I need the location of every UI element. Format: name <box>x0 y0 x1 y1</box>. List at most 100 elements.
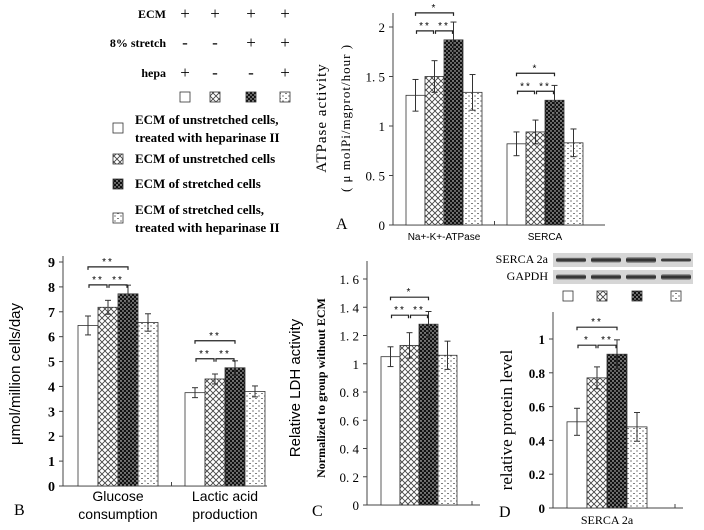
y-tick-label: 0. 4 <box>340 442 360 457</box>
legend-row-value: - <box>212 33 218 52</box>
legend-swatch-white <box>112 122 124 134</box>
y-tick-label: 1 <box>379 119 386 134</box>
x-category-label: consumption <box>78 506 157 522</box>
significance-bracket <box>195 358 215 362</box>
legend-row-value: + <box>280 63 290 82</box>
charts: 0 0. 5 1 1. 5 2 ATPase activity ( μ molPi/mgpr… <box>7 3 683 527</box>
bar-white <box>77 325 99 487</box>
y-tick-label: 1 <box>48 455 55 470</box>
blot-strip <box>553 270 693 284</box>
blot-band <box>661 258 691 262</box>
y-tick-label: 6 <box>48 331 55 346</box>
y-tick-label: 0. 2 <box>340 470 360 485</box>
significance-label: * <box>584 335 590 346</box>
y-tick-label: 2 <box>48 430 55 445</box>
significance-label: ** <box>591 317 603 328</box>
panel-label: B <box>14 502 25 519</box>
legend-swatch-white <box>562 290 574 302</box>
y-axis-label: ATPase activity <box>314 63 330 173</box>
western-blot: SERCA 2a GAPDH <box>496 252 693 302</box>
y-tick-label: 0.2 <box>529 467 545 482</box>
y-axis-label: Relative LDH activity <box>287 318 304 457</box>
bar-white <box>380 356 401 506</box>
significance-label: ** <box>601 335 613 346</box>
chart-panel-A: 0 0. 5 1 1. 5 2 ATPase activity ( μ molPi/mgpr… <box>314 3 605 243</box>
x-category-label: Lactic acid <box>192 488 258 504</box>
bar-crosshatch <box>399 344 420 506</box>
legend-swatch-crosshatch <box>596 290 608 302</box>
y-tick-label: 0 <box>379 218 386 233</box>
y-tick-label: 8 <box>48 281 55 296</box>
legend-row-value: + <box>246 33 256 52</box>
legend-row-label: hepa <box>141 66 166 80</box>
blot-band <box>591 274 621 280</box>
significance-label: ** <box>520 81 532 92</box>
legend-row-value: + <box>180 63 190 82</box>
legend-swatch-white <box>179 91 191 103</box>
legend-swatch-light-dash <box>279 91 291 103</box>
blot-row-label: GAPDH <box>507 269 549 283</box>
y-axis-label: Normalized to group without ECM <box>314 298 328 478</box>
y-tick-label: 0 <box>48 480 55 495</box>
bar-light-dash <box>137 322 159 487</box>
significance-label: ** <box>394 305 406 316</box>
bar-crosshatch <box>424 76 445 226</box>
y-tick-label: 9 <box>48 256 55 271</box>
significance-label: ** <box>102 257 114 268</box>
significance-bracket <box>597 344 617 349</box>
legend-row-value: + <box>246 4 256 23</box>
significance-label: * <box>432 3 438 14</box>
significance-label: ** <box>419 21 431 32</box>
legend-row-value: + <box>280 4 290 23</box>
y-tick-label: 1 <box>539 332 546 347</box>
blot-band <box>556 257 586 263</box>
significance-label: ** <box>112 275 124 286</box>
legend-row-value: + <box>210 4 220 23</box>
significance-label: ** <box>92 275 104 286</box>
significance-bracket <box>415 30 435 34</box>
blot-band <box>626 274 656 280</box>
bar-dark-dots <box>117 293 139 487</box>
legend-swatch-crosshatch <box>209 91 221 103</box>
blot-band <box>661 274 691 280</box>
significance-label: ** <box>199 349 211 360</box>
legend-swatch-dark-dots <box>245 91 257 103</box>
legend-row-value: + <box>180 4 190 23</box>
significance-label: ** <box>209 331 221 342</box>
panel-label: C <box>312 503 323 520</box>
panel-label: A <box>336 216 348 233</box>
blot-row-label: SERCA 2a <box>496 252 549 266</box>
chart-panel-C: 0 0. 2 0. 4 0. 6 0. 8 1 1. 2 1. 4 1. 6 Relative L… <box>287 261 480 520</box>
y-tick-label: 0 <box>539 501 546 516</box>
blot-strip <box>553 253 693 267</box>
legend-item-label: treated with heparinase II <box>135 220 280 235</box>
significance-label: ** <box>438 21 450 32</box>
significance-bracket <box>194 340 236 344</box>
legend-item-label: ECM of unstretched cells <box>135 151 275 166</box>
significance-bracket <box>535 90 555 95</box>
y-tick-label: 7 <box>48 306 55 321</box>
bar-crosshatch <box>204 378 226 487</box>
significance-label: * <box>407 287 413 298</box>
y-tick-label: 0.8 <box>529 366 546 381</box>
y-tick-label: 1 <box>353 357 360 372</box>
significance-label: ** <box>413 305 425 316</box>
significance-bracket <box>390 314 410 319</box>
bar-white <box>184 392 206 487</box>
bar-crosshatch <box>586 377 608 509</box>
x-category-label: SERCA 2a <box>581 513 634 527</box>
legend-swatch-light-dash <box>670 290 682 302</box>
y-tick-label: 0. 8 <box>340 385 360 400</box>
bar-light-dash <box>244 391 266 487</box>
legend-swatch-light-dash <box>112 212 124 224</box>
significance-bracket <box>87 266 129 270</box>
significance-bracket <box>88 284 108 288</box>
y-tick-label: 1. 4 <box>340 300 360 315</box>
significance-bracket <box>576 326 618 331</box>
y-axis-label: μmol/million cells/day <box>7 302 24 445</box>
significance-bracket <box>389 296 430 301</box>
significance-label: ** <box>219 349 231 360</box>
significance-bracket <box>215 358 235 362</box>
legend-item-label: treated with heparinase II <box>135 130 280 145</box>
